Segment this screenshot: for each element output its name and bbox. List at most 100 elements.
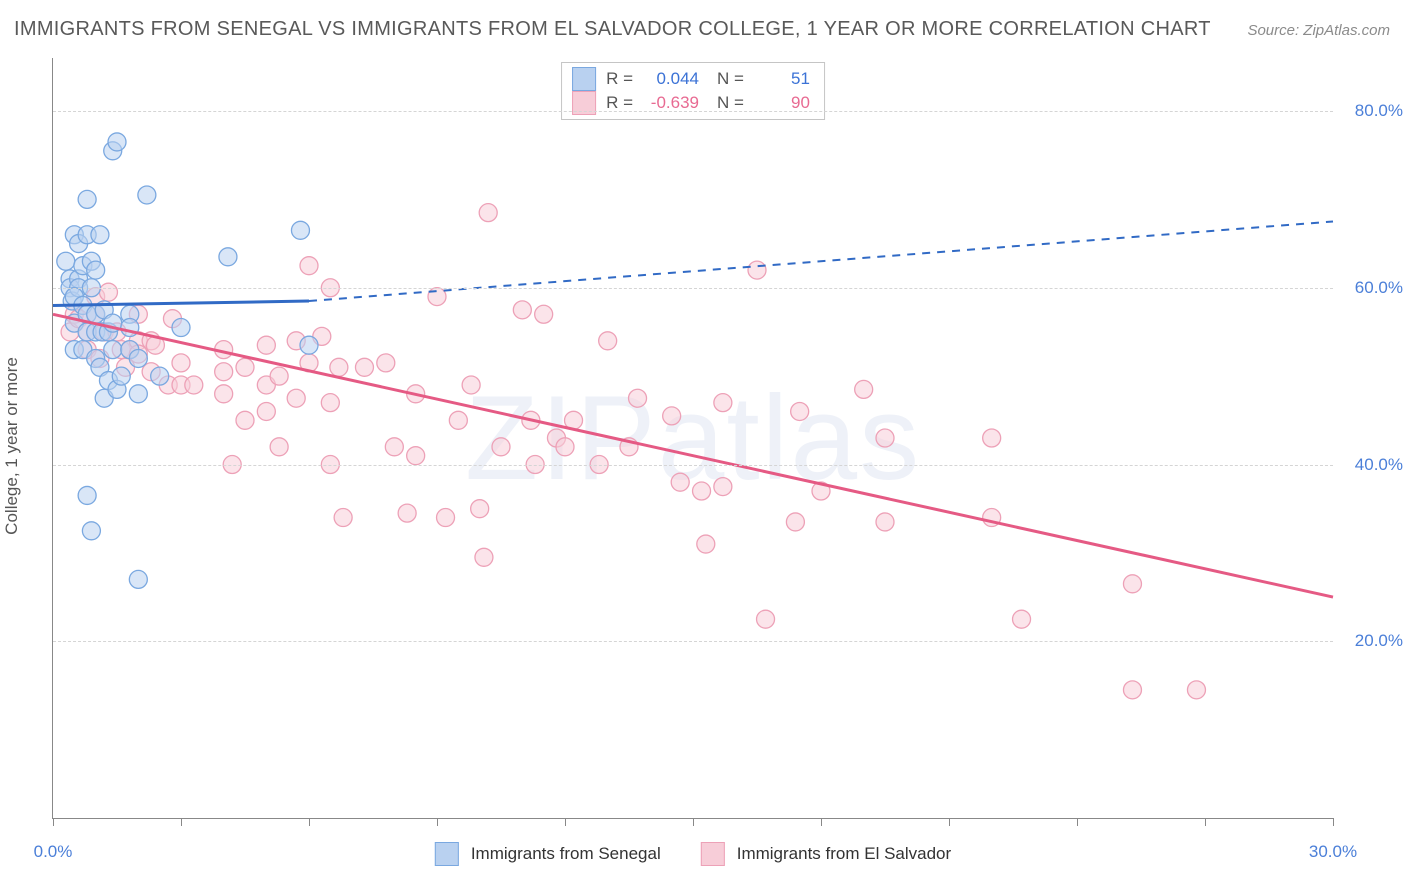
scatter-point <box>330 358 348 376</box>
scatter-point <box>138 186 156 204</box>
scatter-point <box>471 500 489 518</box>
legend-item-2: Immigrants from El Salvador <box>701 842 951 866</box>
scatter-point <box>748 261 766 279</box>
legend-label-1: Immigrants from Senegal <box>471 844 661 864</box>
x-tick <box>53 818 54 826</box>
x-tick <box>693 818 694 826</box>
scatter-point <box>334 509 352 527</box>
gridline <box>53 111 1333 112</box>
x-tick <box>1333 818 1334 826</box>
scatter-point <box>535 305 553 323</box>
gridline <box>53 641 1333 642</box>
scatter-point <box>129 570 147 588</box>
scatter-point <box>1123 681 1141 699</box>
scatter-point <box>300 257 318 275</box>
x-tick <box>949 818 950 826</box>
scatter-point <box>321 394 339 412</box>
scatter-point <box>215 363 233 381</box>
scatter-point <box>219 248 237 266</box>
scatter-point <box>385 438 403 456</box>
scatter-point <box>78 190 96 208</box>
scatter-point <box>82 522 100 540</box>
legend-item-1: Immigrants from Senegal <box>435 842 661 866</box>
scatter-point <box>287 389 305 407</box>
scatter-point <box>983 429 1001 447</box>
scatter-point <box>112 367 130 385</box>
y-tick-label: 80.0% <box>1343 101 1403 121</box>
scatter-point <box>791 402 809 420</box>
scatter-point <box>492 438 510 456</box>
source-attribution: Source: ZipAtlas.com <box>1247 22 1390 39</box>
scatter-point <box>556 438 574 456</box>
x-tick <box>565 818 566 826</box>
scatter-point <box>855 380 873 398</box>
scatter-point <box>757 610 775 628</box>
scatter-point <box>257 402 275 420</box>
scatter-point <box>428 288 446 306</box>
x-tick-label: 0.0% <box>34 842 73 862</box>
scatter-point <box>714 478 732 496</box>
scatter-point <box>236 411 254 429</box>
gridline <box>53 288 1333 289</box>
scatter-point <box>129 385 147 403</box>
scatter-point <box>270 367 288 385</box>
scatter-point <box>300 336 318 354</box>
x-tick <box>181 818 182 826</box>
scatter-point <box>407 447 425 465</box>
scatter-point <box>1187 681 1205 699</box>
scatter-point <box>513 301 531 319</box>
plot-area: ZIPatlas R = 0.044 N = 51 R = -0.639 N =… <box>52 58 1333 819</box>
scatter-point <box>599 332 617 350</box>
scatter-point <box>377 354 395 372</box>
x-tick <box>437 818 438 826</box>
scatter-point <box>629 389 647 407</box>
y-tick-label: 60.0% <box>1343 278 1403 298</box>
scatter-point <box>714 394 732 412</box>
scatter-point <box>876 429 894 447</box>
series-legend: Immigrants from Senegal Immigrants from … <box>435 842 951 866</box>
scatter-point <box>78 486 96 504</box>
scatter-point <box>172 319 190 337</box>
legend-swatch-pink <box>701 842 725 866</box>
x-tick-label: 30.0% <box>1309 842 1357 862</box>
scatter-point <box>693 482 711 500</box>
scatter-point <box>876 513 894 531</box>
y-axis-label: College, 1 year or more <box>2 357 22 535</box>
x-tick <box>309 818 310 826</box>
scatter-point <box>449 411 467 429</box>
scatter-point <box>663 407 681 425</box>
scatter-point <box>91 226 109 244</box>
scatter-point <box>215 385 233 403</box>
scatter-point <box>437 509 455 527</box>
scatter-point <box>786 513 804 531</box>
scatter-point <box>104 341 122 359</box>
scatter-point <box>129 349 147 367</box>
scatter-point <box>172 354 190 372</box>
scatter-point <box>355 358 373 376</box>
legend-swatch-blue <box>435 842 459 866</box>
regression-line <box>53 314 1333 597</box>
scatter-point <box>87 261 105 279</box>
gridline <box>53 465 1333 466</box>
scatter-point <box>291 221 309 239</box>
y-tick-label: 40.0% <box>1343 455 1403 475</box>
scatter-point <box>1123 575 1141 593</box>
scatter-point <box>151 367 169 385</box>
scatter-point <box>1013 610 1031 628</box>
x-tick <box>1205 818 1206 826</box>
scatter-point <box>671 473 689 491</box>
scatter-point <box>99 283 117 301</box>
x-tick <box>1077 818 1078 826</box>
scatter-point <box>479 204 497 222</box>
scatter-point <box>185 376 203 394</box>
x-tick <box>821 818 822 826</box>
scatter-point <box>108 133 126 151</box>
scatter-point <box>257 336 275 354</box>
scatter-point <box>398 504 416 522</box>
legend-label-2: Immigrants from El Salvador <box>737 844 951 864</box>
scatter-point <box>236 358 254 376</box>
regression-line <box>309 221 1333 301</box>
scatter-point <box>697 535 715 553</box>
scatter-point <box>270 438 288 456</box>
scatter-point <box>462 376 480 394</box>
